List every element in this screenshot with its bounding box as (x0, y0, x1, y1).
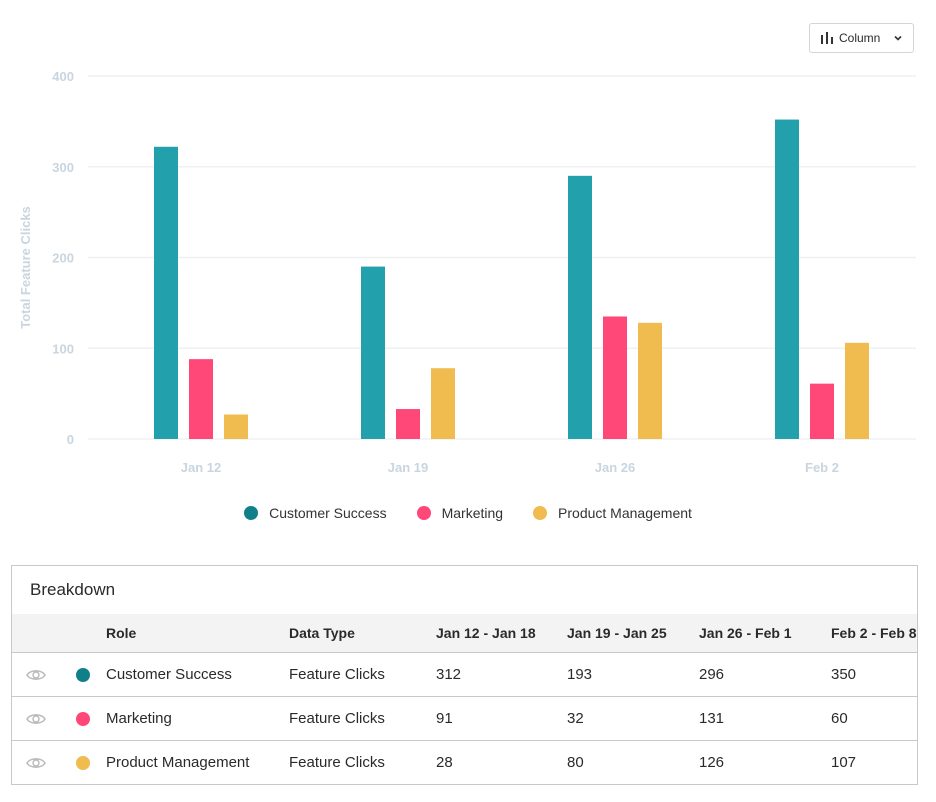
row-value: 193 (567, 652, 699, 697)
table-row: Customer Success Feature Clicks 312 193 296 3… (12, 652, 917, 697)
header-week-1: Jan 12 - Jan 18 (436, 614, 567, 653)
legend-color-dot (416, 506, 431, 520)
row-color-dot (76, 756, 90, 771)
legend-label: Marketing (441, 505, 504, 521)
row-color-dot (76, 668, 90, 683)
header-data-type: Data Type (289, 614, 436, 653)
breakdown-title: Breakdown (30, 580, 116, 599)
legend-color-dot (244, 506, 259, 520)
row-color-cell (76, 652, 106, 697)
row-role: Marketing (106, 696, 289, 741)
chevron-down-icon (894, 35, 902, 41)
bar-marketing[interactable] (603, 316, 627, 439)
row-value: 296 (699, 652, 831, 697)
x-tick-label: Jan 12 (181, 460, 221, 475)
table-row: Marketing Feature Clicks 91 32 131 60 (12, 696, 917, 741)
legend-item[interactable]: Product Management (533, 505, 692, 521)
eye-icon (26, 754, 46, 771)
y-axis-label: Total Feature Clicks (18, 206, 33, 329)
row-role: Product Management (106, 754, 250, 771)
bar-customer-success[interactable] (775, 119, 799, 439)
table-header-row: Role Data Type Jan 12 - Jan 18 Jan 19 - … (12, 614, 917, 653)
header-week-2: Jan 19 - Jan 25 (567, 614, 699, 653)
bar-marketing[interactable] (396, 409, 420, 439)
row-color-cell (76, 696, 106, 741)
header-week-4: Feb 2 - Feb 8 (831, 614, 917, 653)
bar-product-management[interactable] (224, 414, 248, 439)
y-tick-label: 200 (52, 251, 74, 266)
row-color-cell (76, 741, 106, 785)
row-color-dot (76, 712, 90, 727)
row-data-type: Feature Clicks (289, 754, 385, 771)
legend-item[interactable]: Customer Success (244, 505, 387, 521)
breakdown-table: Role Data Type Jan 12 - Jan 18 Jan 19 - … (12, 614, 917, 784)
row-value: 28 (436, 754, 453, 771)
legend-label: Product Management (558, 505, 692, 521)
row-role: Customer Success (106, 652, 289, 697)
bar-customer-success[interactable] (361, 266, 385, 439)
bar-customer-success[interactable] (568, 175, 592, 439)
y-tick-label: 300 (52, 160, 74, 175)
visibility-toggle[interactable] (12, 652, 76, 697)
legend-item[interactable]: Marketing (416, 505, 504, 521)
chart-legend: Customer Success Marketing Product Managem… (0, 505, 936, 521)
eye-icon (26, 710, 46, 727)
header-color (76, 614, 106, 653)
row-data-type: Feature Clicks (289, 696, 436, 741)
bar-product-management[interactable] (638, 322, 662, 439)
bar-marketing[interactable] (810, 383, 834, 439)
bar-customer-success[interactable] (154, 146, 178, 439)
header-week-3: Jan 26 - Feb 1 (699, 614, 831, 653)
breakdown-panel: Breakdown Role Data Type Jan 12 - Jan 18… (11, 565, 918, 785)
row-value: 91 (436, 696, 567, 741)
chart-type-label: Column (839, 31, 881, 45)
y-tick-label: 0 (67, 432, 74, 447)
bar-marketing[interactable] (189, 359, 213, 439)
chart-type-dropdown[interactable]: Column (809, 23, 914, 53)
y-tick-label: 100 (52, 341, 74, 356)
row-data-type: Feature Clicks (289, 652, 436, 697)
x-tick-label: Jan 19 (388, 460, 428, 475)
row-value: 32 (567, 696, 699, 741)
eye-icon (26, 666, 46, 683)
row-value: 126 (699, 754, 725, 771)
row-value: 312 (436, 652, 567, 697)
row-value: 131 (699, 696, 831, 741)
x-tick-label: Jan 26 (595, 460, 635, 475)
legend-color-dot (533, 506, 548, 520)
x-tick-label: Feb 2 (805, 460, 839, 475)
table-row: Product Management Feature Clicks 28 80 126 1… (12, 741, 917, 785)
row-value: 107 (831, 754, 857, 771)
bar-product-management[interactable] (845, 342, 869, 439)
visibility-toggle[interactable] (12, 741, 76, 785)
bar-chart-icon (821, 32, 833, 44)
row-value: 60 (831, 696, 917, 741)
row-value: 80 (567, 754, 584, 771)
bar-product-management[interactable] (431, 368, 455, 439)
header-role: Role (106, 614, 289, 653)
header-visibility (12, 614, 76, 653)
y-tick-label: 400 (52, 69, 74, 84)
bar-chart: 0 100 200 300 400 Total Feature Clicks Jan 12 J… (18, 69, 916, 475)
row-value: 350 (831, 652, 917, 697)
legend-label: Customer Success (269, 505, 387, 521)
visibility-toggle[interactable] (12, 696, 76, 741)
